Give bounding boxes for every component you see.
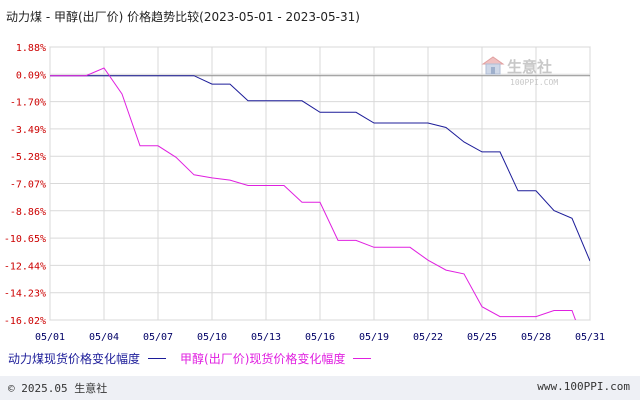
y-tick-label: -14.23%: [4, 289, 46, 300]
chart-title: 动力煤 - 甲醇(出厂价) 价格趋势比较(2023-05-01 - 2023-0…: [6, 10, 360, 24]
y-tick-label: -8.86%: [10, 207, 46, 218]
x-tick-label: 05/13: [251, 332, 281, 343]
grid-layer: [49, 46, 591, 321]
watermark-logo-icon: [481, 56, 505, 75]
footer-bar: [0, 376, 640, 400]
legend: 动力煤现货价格变化幅度 甲醇(出厂价)现货价格变化幅度: [8, 350, 385, 367]
x-tick-label: 05/22: [413, 332, 443, 343]
x-tick-label: 05/07: [143, 332, 173, 343]
legend-label-coal: 动力煤现货价格变化幅度: [8, 352, 141, 366]
watermark-text: 生意社: [507, 58, 552, 76]
legend-label-methanol: 甲醇(出厂价)现货价格变化幅度: [180, 352, 346, 366]
x-tick-label: 05/31: [575, 332, 605, 343]
x-tick-label: 05/16: [305, 332, 335, 343]
legend-swatch-coal: [148, 358, 167, 359]
footer-copyright: © 2025.05 生意社: [8, 382, 108, 395]
y-tick-label: -3.49%: [10, 125, 46, 136]
x-tick-label: 05/25: [467, 332, 497, 343]
y-tick-label: -16.02%: [4, 316, 46, 327]
x-tick-label: 05/28: [521, 332, 551, 343]
legend-swatch-methanol: [353, 358, 372, 359]
axes-layer: 1.88% 0.09% -1.70% -3.49% -5.28% -7.07% -8.86%…: [4, 43, 605, 343]
y-tick-label: -12.44%: [4, 261, 46, 272]
x-tick-label: 05/10: [197, 332, 227, 343]
series-line-1: [50, 67, 577, 320]
x-tick-label: 05/19: [359, 332, 389, 343]
y-tick-label: -1.70%: [10, 98, 46, 109]
x-tick-label: 05/01: [35, 332, 65, 343]
y-tick-label: 1.88%: [16, 43, 46, 54]
watermark-url: 100PPI.COM: [510, 78, 558, 87]
y-tick-label: 0.09%: [16, 70, 46, 81]
y-tick-label: -5.28%: [10, 152, 46, 163]
series-line-0: [50, 75, 590, 262]
footer-site-link[interactable]: www.100PPI.com: [537, 380, 630, 393]
y-tick-label: -7.07%: [10, 180, 46, 191]
y-tick-label: -10.65%: [4, 234, 46, 245]
x-tick-label: 05/04: [89, 332, 119, 343]
series-layer: [50, 67, 590, 320]
watermark: 生意社 100PPI.COM: [481, 56, 558, 87]
